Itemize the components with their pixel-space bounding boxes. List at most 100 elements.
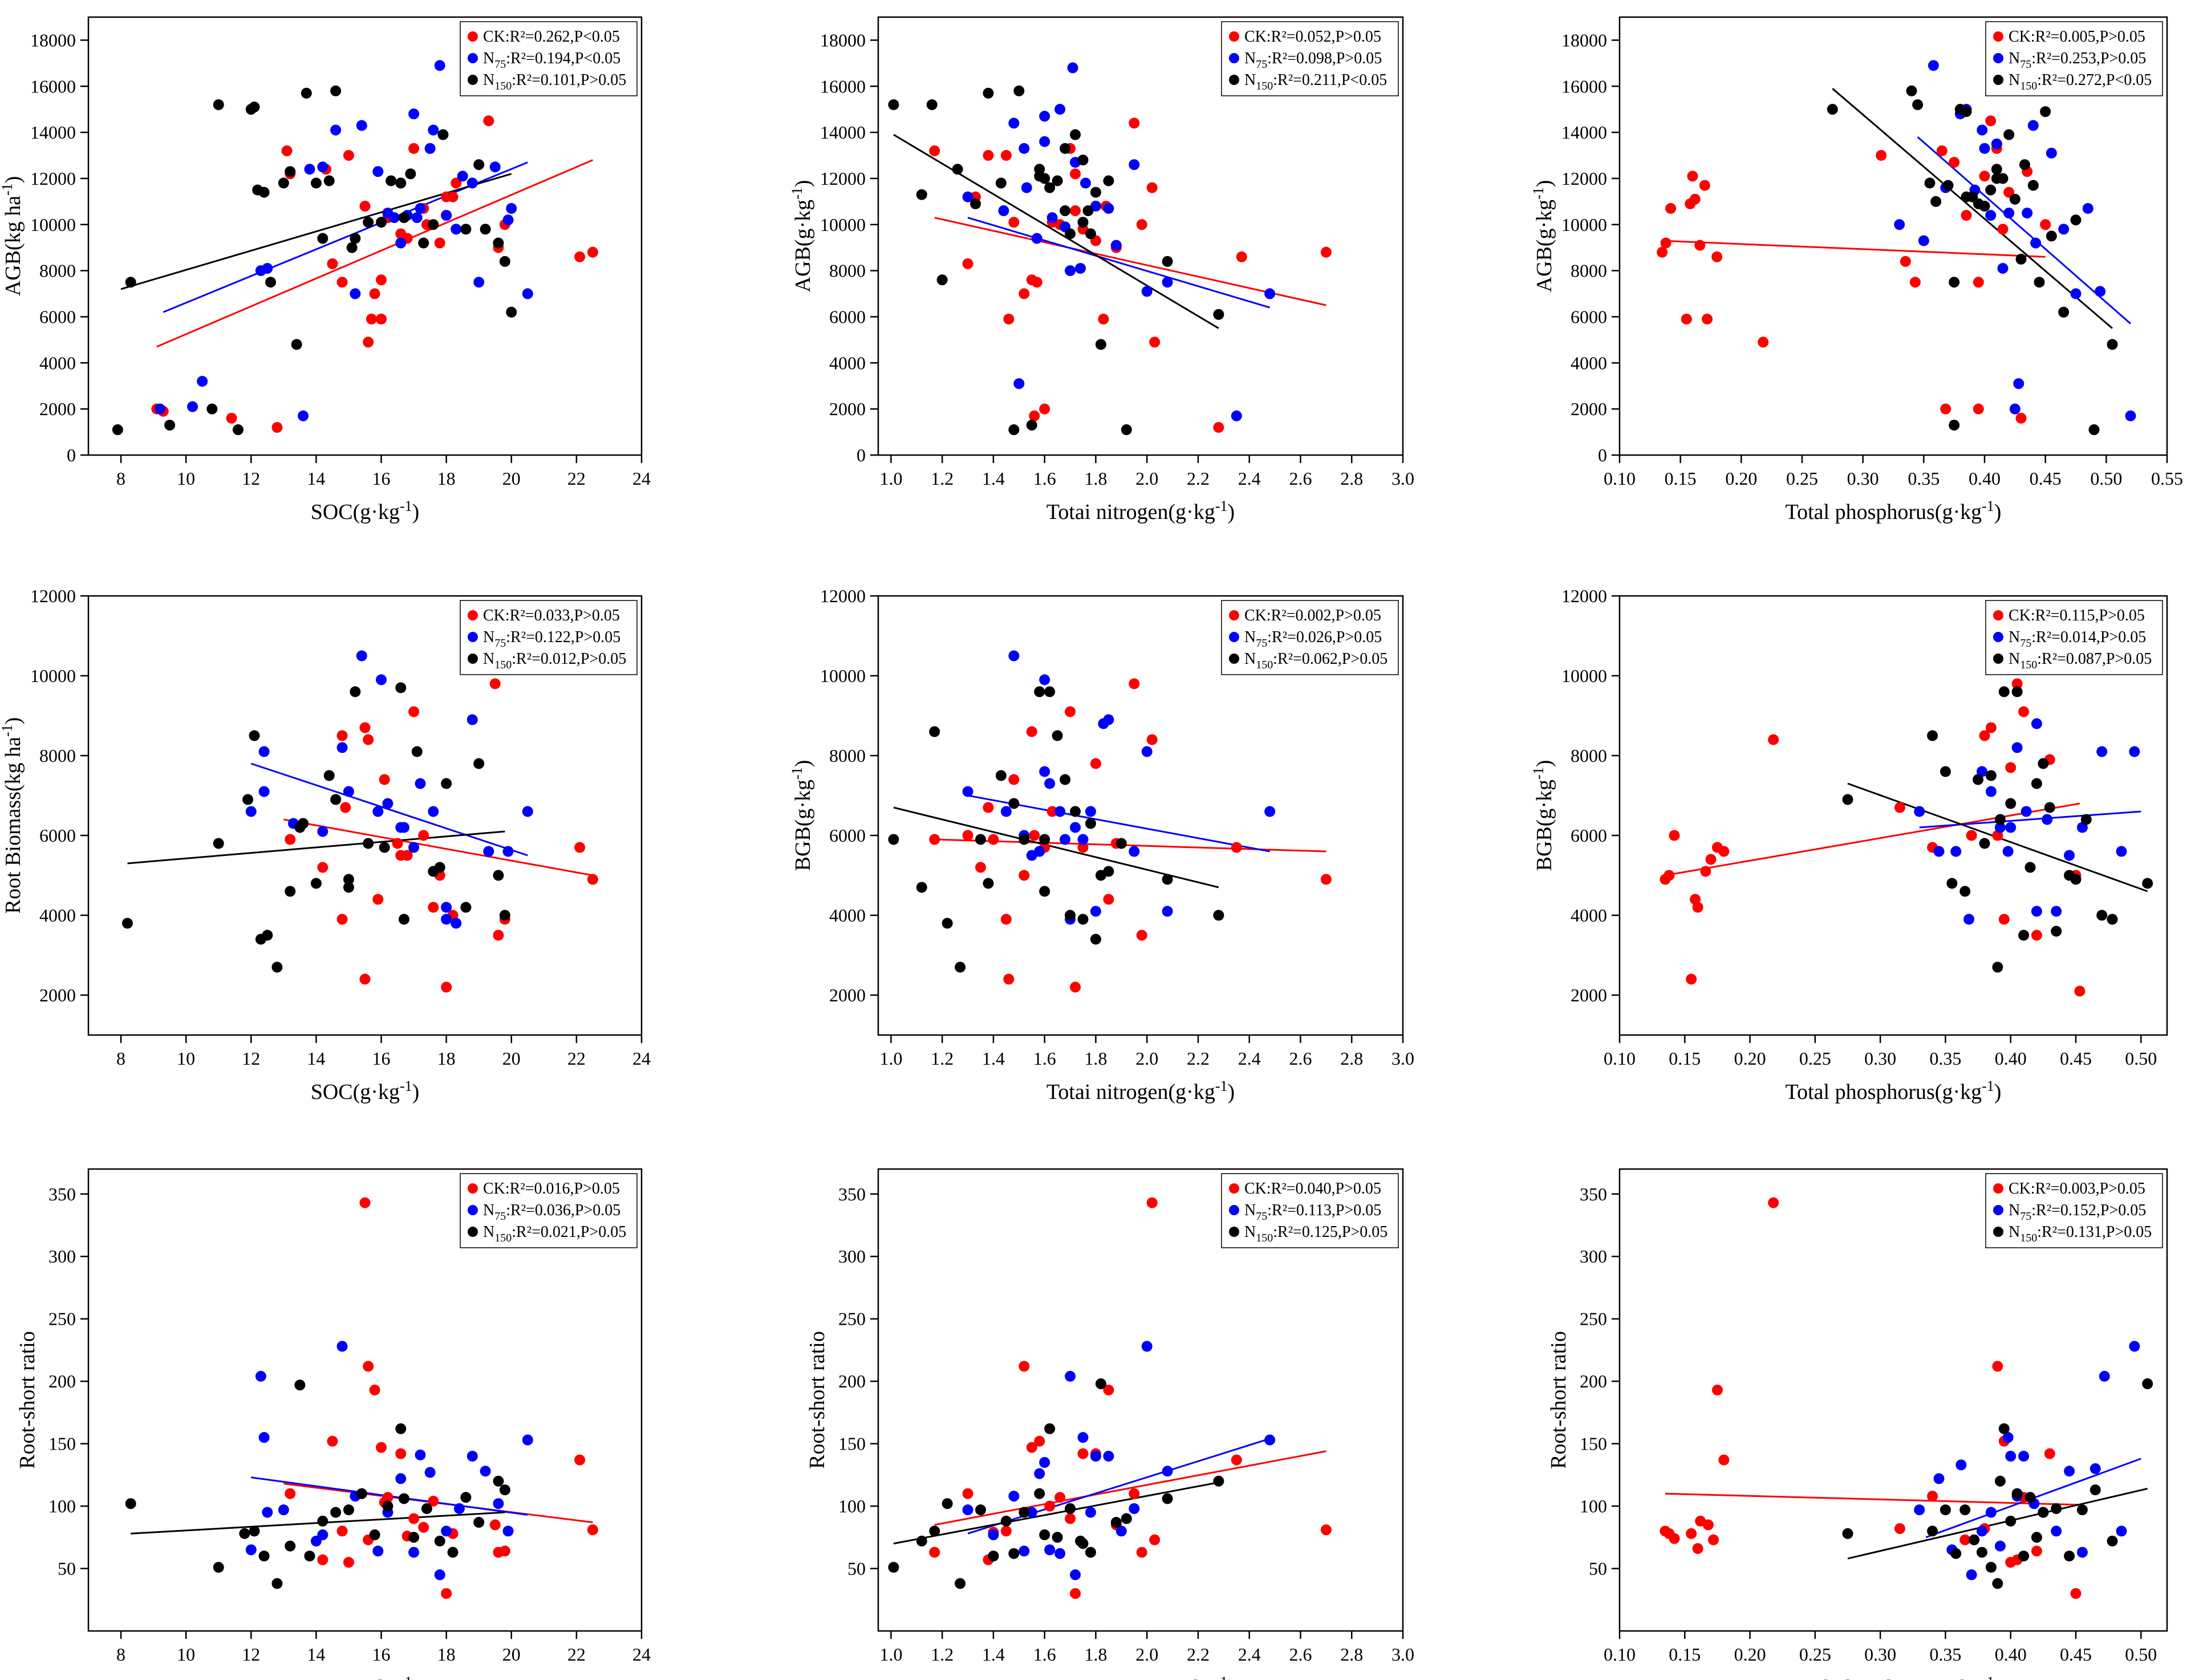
legend-label: CK:R²=0.002,P>0.05 xyxy=(1244,607,1381,624)
x-axis-label-sup: -1 xyxy=(1982,1674,1994,1680)
point-ck xyxy=(1711,1384,1723,1395)
point-n150 xyxy=(2064,1551,2075,1562)
point-ck xyxy=(1973,277,1984,288)
legend-series-subscript: 150 xyxy=(2020,1232,2037,1244)
legend-label: N75:R²=0.194,P<0.05 xyxy=(483,50,620,71)
x-axis-label-sup: -1 xyxy=(400,1078,412,1094)
legend-marker-ck xyxy=(468,610,478,620)
legend-series-name: N xyxy=(2009,71,2020,89)
x-axis-label-sup: -1 xyxy=(1982,498,1994,514)
x-axis-label-sup: -1 xyxy=(1215,1674,1228,1680)
y-axis-label: BGB(g·kg-1) xyxy=(789,760,815,871)
x-tick-label: 0.55 xyxy=(2151,468,2183,489)
legend-series-name: CK xyxy=(1244,28,1267,46)
point-n150 xyxy=(1070,806,1081,817)
point-n75 xyxy=(522,1434,533,1446)
x-tick-label: 16 xyxy=(372,1644,391,1665)
x-tick-label: 0.40 xyxy=(1969,468,2001,489)
legend-box xyxy=(1221,1173,1399,1248)
x-tick-label: 2.8 xyxy=(1340,1048,1363,1069)
x-tick-label: 24 xyxy=(632,468,651,489)
legend-series-subscript: 150 xyxy=(1256,1232,1273,1244)
point-ck xyxy=(1320,874,1332,885)
point-n150 xyxy=(1060,774,1071,785)
point-n150 xyxy=(278,177,289,189)
point-ck xyxy=(359,973,371,985)
x-tick-label: 0.20 xyxy=(1734,1048,1766,1069)
point-n75 xyxy=(1090,1451,1101,1462)
point-n150 xyxy=(398,1493,409,1504)
y-tick-label: 16000 xyxy=(820,76,866,96)
legend-label: N75:R²=0.014,P>0.05 xyxy=(2009,628,2146,650)
fit-line-ck xyxy=(934,217,1326,306)
point-n75 xyxy=(310,1535,322,1547)
point-n150 xyxy=(1034,171,1045,182)
point-ck xyxy=(1026,1442,1037,1453)
point-ck xyxy=(1149,1534,1161,1545)
y-tick-label: 4000 xyxy=(829,352,866,373)
point-n75 xyxy=(262,263,273,274)
point-n75 xyxy=(350,288,361,299)
fit-line-n75 xyxy=(967,217,1271,309)
point-ck xyxy=(369,288,380,299)
point-n150 xyxy=(1959,1504,1971,1516)
y-tick-label: 350 xyxy=(838,1184,866,1204)
x-tick-label: 2.8 xyxy=(1340,1644,1363,1665)
y-tick-label: 100 xyxy=(838,1496,866,1516)
fit-line-n75 xyxy=(967,1438,1271,1535)
point-n150 xyxy=(2107,339,2118,350)
y-tick-label: 0 xyxy=(67,445,76,465)
point-n150 xyxy=(343,1504,354,1516)
point-n75 xyxy=(1075,263,1086,274)
point-ck xyxy=(1213,421,1224,433)
point-n150 xyxy=(1979,200,1990,212)
point-n150 xyxy=(499,1484,510,1496)
point-n75 xyxy=(336,1341,348,1352)
point-n75 xyxy=(356,650,367,662)
point-n150 xyxy=(1019,1507,1030,1518)
point-ck xyxy=(489,1519,501,1531)
x-tick-label: 0.20 xyxy=(1725,468,1757,489)
point-n75 xyxy=(372,1545,384,1557)
point-n150 xyxy=(379,842,390,853)
y-tick-label: 12000 xyxy=(30,586,76,606)
point-n150 xyxy=(1039,1529,1050,1540)
point-n150 xyxy=(323,175,335,186)
x-tick-label: 2.0 xyxy=(1135,468,1158,489)
point-ck xyxy=(1019,1361,1030,1372)
point-n150 xyxy=(350,233,361,244)
legend-series-name: N xyxy=(483,71,494,89)
y-tick-label: 12000 xyxy=(1561,586,1607,606)
point-n150 xyxy=(1019,834,1030,845)
point-n75 xyxy=(411,212,423,224)
point-ck xyxy=(929,834,940,845)
point-n75 xyxy=(1141,286,1153,297)
point-ck xyxy=(408,143,420,154)
point-ck xyxy=(1979,730,1990,741)
point-n150 xyxy=(2003,129,2015,140)
point-n75 xyxy=(2009,403,2020,415)
point-ck xyxy=(1665,202,1677,214)
point-n75 xyxy=(1067,62,1078,74)
point-ck xyxy=(2031,1545,2042,1557)
y-axis-label-text: Root Biomass(kg ha xyxy=(1,737,25,914)
legend-marker-n75 xyxy=(468,632,478,642)
legend-series-name: N xyxy=(1244,50,1256,67)
y-tick-label: 6000 xyxy=(829,825,866,846)
legend-label: CK:R²=0.262,P<0.05 xyxy=(483,28,620,46)
point-n75 xyxy=(502,1525,514,1537)
point-ck xyxy=(271,421,283,433)
point-n150 xyxy=(988,1551,999,1562)
legend-box xyxy=(1985,600,2163,675)
legend-box xyxy=(460,21,638,96)
point-n150 xyxy=(1077,914,1089,925)
legend-marker-ck xyxy=(468,31,478,42)
legend-stat: :R²=0.131,P>0.05 xyxy=(2037,1223,2152,1241)
point-n150 xyxy=(2018,930,2030,941)
point-ck xyxy=(1103,1384,1114,1395)
point-n75 xyxy=(317,826,328,837)
point-ck xyxy=(929,1547,940,1558)
plot-frame xyxy=(87,16,643,456)
legend-marker-ck xyxy=(1229,31,1239,42)
y-tick-label: 18000 xyxy=(30,30,76,50)
